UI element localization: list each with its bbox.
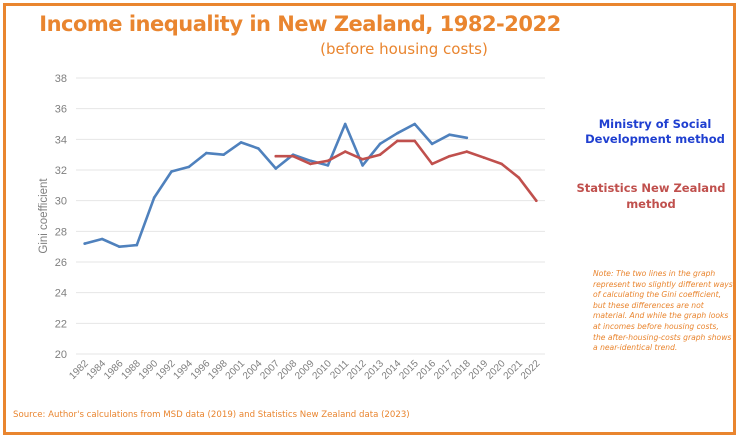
- data-point: [205, 151, 208, 155]
- x-tick-label: 2022: [519, 358, 543, 382]
- data-point: [465, 136, 469, 140]
- data-point: [222, 153, 225, 156]
- y-tick-label: 32: [55, 165, 67, 177]
- data-point: [361, 158, 364, 161]
- data-point: [309, 162, 312, 166]
- legend-msd-line2: Development method: [585, 132, 725, 146]
- y-tick-label: 20: [55, 349, 67, 361]
- data-point: [326, 164, 330, 167]
- line-msd: [83, 122, 469, 248]
- data-point: [535, 199, 538, 202]
- data-point: [309, 159, 312, 163]
- legend-msd: Ministry of Social Development method: [580, 117, 730, 147]
- data-point: [135, 243, 139, 247]
- data-point: [343, 122, 347, 126]
- data-point: [482, 156, 486, 159]
- y-axis-label: Gini coefficient: [38, 178, 50, 254]
- data-point: [430, 142, 434, 146]
- data-point: [500, 162, 503, 166]
- series-lines: [83, 122, 538, 248]
- y-tick-label: 22: [55, 318, 67, 330]
- legend-snz-line2: method: [626, 197, 676, 211]
- data-point: [100, 237, 104, 241]
- chart-title: Income inequality in New Zealand, 1982-2…: [39, 12, 561, 36]
- y-tick-label: 38: [55, 73, 67, 85]
- data-point: [396, 131, 399, 135]
- legend-snz-line1: Statistics New Zealand: [576, 181, 726, 195]
- chart-note: Note: The two lines in the graph represe…: [593, 269, 733, 353]
- data-point: [517, 176, 521, 179]
- data-point: [170, 170, 173, 173]
- x-axis-ticks: 1982198419861988199019921994199619982001…: [67, 358, 542, 382]
- data-point: [343, 150, 347, 153]
- data-point: [152, 196, 156, 199]
- y-tick-label: 36: [55, 104, 67, 116]
- data-point: [448, 133, 451, 136]
- data-point: [274, 154, 278, 158]
- series-msd: [83, 122, 469, 248]
- data-point: [430, 162, 434, 166]
- legend-msd-line1: Ministry of Social: [598, 117, 712, 131]
- data-point: [378, 142, 382, 146]
- data-point: [187, 165, 191, 169]
- data-point: [396, 139, 399, 143]
- y-tick-label: 28: [55, 226, 67, 238]
- data-point: [257, 147, 260, 150]
- data-point: [413, 139, 417, 143]
- data-point: [83, 242, 86, 245]
- data-point: [413, 122, 417, 126]
- data-point: [326, 159, 330, 163]
- data-point: [465, 150, 469, 153]
- data-point: [239, 141, 243, 144]
- y-tick-label: 26: [55, 257, 67, 269]
- y-tick-label: 34: [55, 134, 67, 146]
- series-snz: [274, 139, 538, 202]
- legend-snz: Statistics New Zealand method: [566, 180, 736, 212]
- data-point: [448, 154, 451, 158]
- y-tick-label: 24: [55, 288, 67, 300]
- data-point: [291, 154, 295, 158]
- chart-subtitle: (before housing costs): [320, 40, 488, 58]
- chart-frame: [3, 3, 736, 435]
- y-axis-ticks: 20 22 24 26 28 30 32 34 36 38: [55, 73, 67, 361]
- source-text: Source: Author's calculations from MSD d…: [13, 410, 410, 420]
- data-point: [274, 167, 278, 170]
- data-point: [118, 245, 121, 248]
- data-point: [361, 164, 364, 167]
- y-tick-label: 30: [55, 196, 67, 208]
- line-snz: [274, 139, 538, 202]
- data-point: [378, 153, 382, 156]
